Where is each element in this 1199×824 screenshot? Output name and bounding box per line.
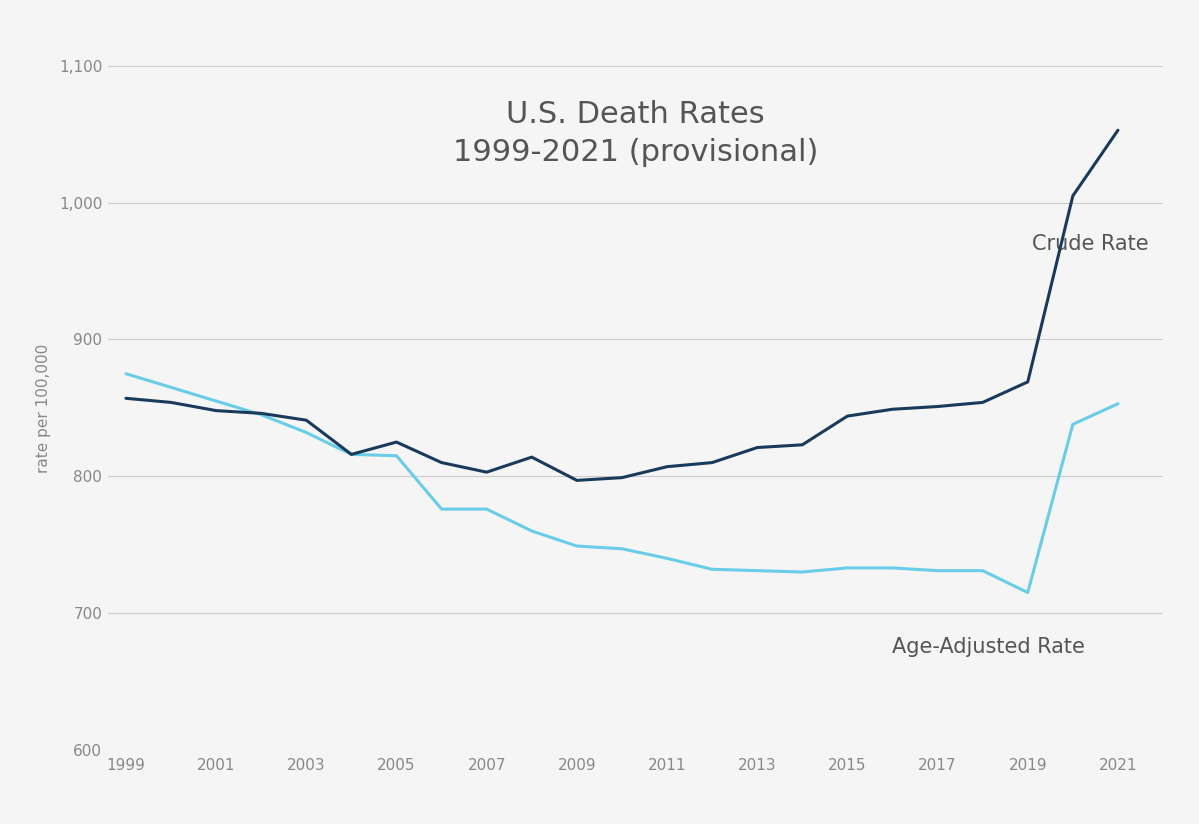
Text: Crude Rate: Crude Rate: [1032, 234, 1149, 254]
Text: Age-Adjusted Rate: Age-Adjusted Rate: [892, 637, 1085, 658]
Text: U.S. Death Rates
1999-2021 (provisional): U.S. Death Rates 1999-2021 (provisional): [453, 101, 818, 167]
Y-axis label: rate per 100,000: rate per 100,000: [36, 344, 50, 472]
